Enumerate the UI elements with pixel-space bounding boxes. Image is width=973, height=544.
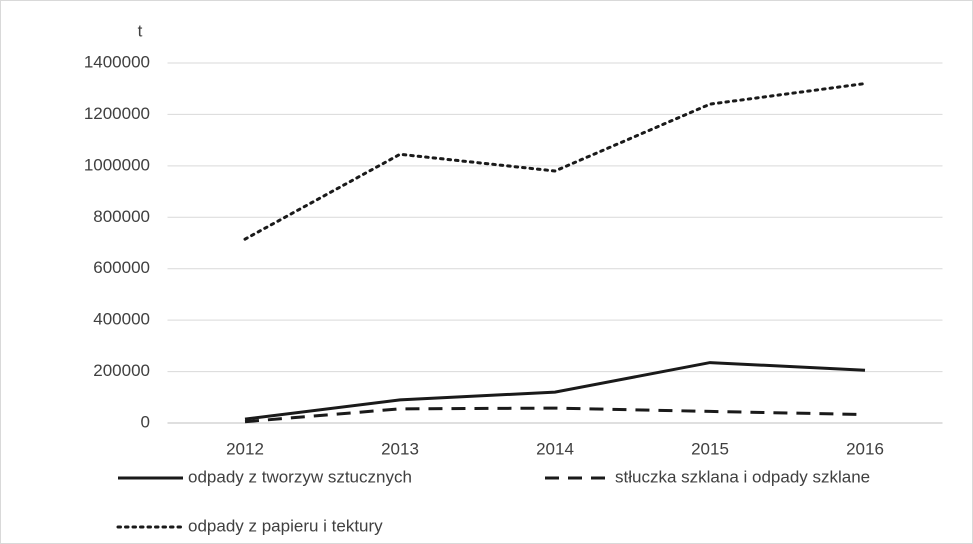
x-tick-label: 2012 — [226, 439, 264, 458]
y-tick-label: 400000 — [93, 310, 150, 329]
x-tick-label: 2015 — [691, 439, 729, 458]
y-tick-label: 800000 — [93, 207, 150, 226]
data-line — [243, 82, 867, 241]
y-tick-label: 600000 — [93, 258, 150, 277]
legend-label: odpady z tworzyw sztucznych — [188, 467, 412, 486]
y-tick-label: 0 — [141, 412, 150, 431]
x-tick-label: 2013 — [381, 439, 419, 458]
data-line — [244, 406, 866, 424]
y-tick-label: 1000000 — [84, 155, 150, 174]
x-tick-label: 2014 — [536, 439, 574, 458]
y-axis-label: t — [138, 21, 143, 40]
legend-label: odpady z papieru i tektury — [188, 516, 383, 535]
y-tick-label: 200000 — [93, 361, 150, 380]
x-tick-label: 2016 — [846, 439, 884, 458]
y-tick-label: 1400000 — [84, 52, 150, 71]
y-tick-label: 1200000 — [84, 104, 150, 123]
legend-label: stłuczka szklana i odpady szklane — [615, 467, 870, 486]
data-line — [244, 361, 866, 421]
